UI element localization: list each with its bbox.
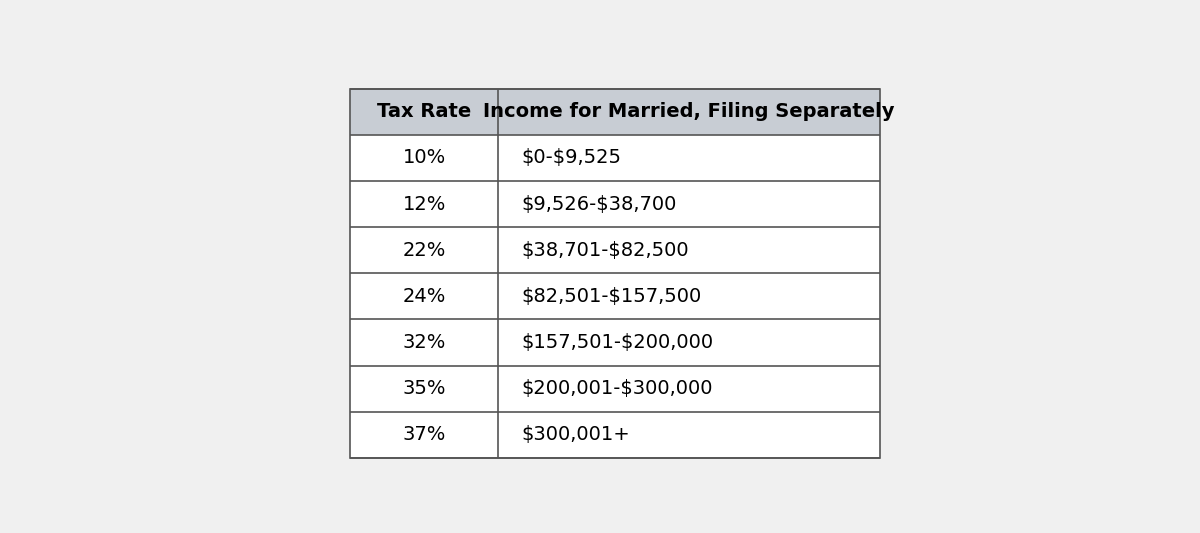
Text: Income for Married, Filing Separately: Income for Married, Filing Separately xyxy=(484,102,895,121)
Text: \$9,526-\$38,700: \$9,526-\$38,700 xyxy=(522,195,677,214)
Text: \$38,701-\$82,500: \$38,701-\$82,500 xyxy=(522,241,689,260)
Text: 10%: 10% xyxy=(402,148,445,167)
Text: 37%: 37% xyxy=(402,425,446,445)
Bar xyxy=(350,366,880,412)
Bar xyxy=(350,412,880,458)
Text: \$157,501-\$200,000: \$157,501-\$200,000 xyxy=(522,333,714,352)
Text: 12%: 12% xyxy=(402,195,446,214)
Text: \$200,001-\$300,000: \$200,001-\$300,000 xyxy=(522,379,713,398)
Bar xyxy=(350,227,880,273)
Text: \$82,501-\$157,500: \$82,501-\$157,500 xyxy=(522,287,702,306)
Bar xyxy=(350,135,880,181)
Text: 35%: 35% xyxy=(402,379,446,398)
Bar xyxy=(350,319,880,366)
Bar xyxy=(350,181,880,227)
Text: \$300,001+: \$300,001+ xyxy=(522,425,630,445)
Text: 22%: 22% xyxy=(402,241,446,260)
Bar xyxy=(350,273,880,319)
Text: Tax Rate: Tax Rate xyxy=(377,102,472,121)
Bar xyxy=(350,88,880,458)
Text: 24%: 24% xyxy=(402,287,446,306)
Bar xyxy=(350,88,880,135)
Text: 32%: 32% xyxy=(402,333,446,352)
Text: \$0-\$9,525: \$0-\$9,525 xyxy=(522,148,622,167)
